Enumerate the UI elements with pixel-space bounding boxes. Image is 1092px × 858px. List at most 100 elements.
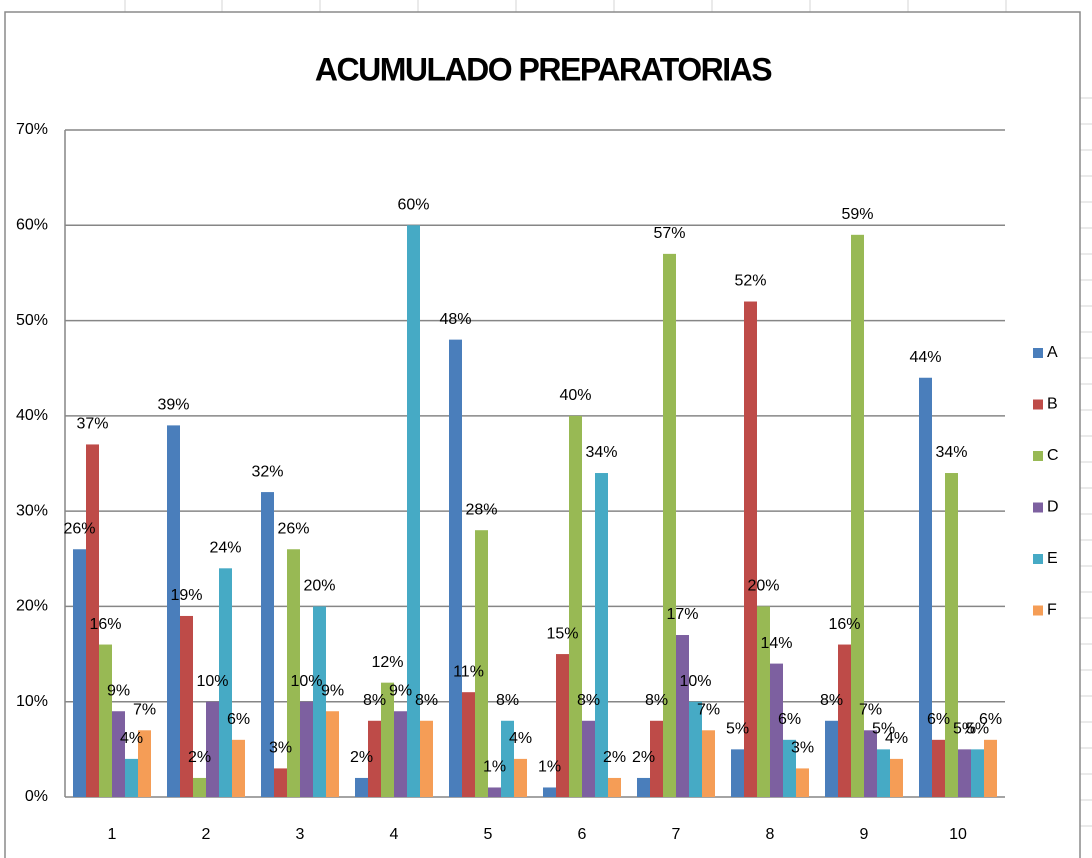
data-label: 10%	[196, 673, 228, 690]
legend-label: F	[1047, 602, 1057, 619]
x-tick-label: 1	[108, 826, 117, 843]
y-tick-label: 40%	[16, 407, 48, 424]
legend-swatch	[1033, 502, 1043, 513]
bar	[637, 777, 650, 797]
data-label: 60%	[397, 197, 429, 214]
data-label: 4%	[885, 730, 908, 747]
bar	[368, 720, 381, 797]
bar	[449, 339, 462, 797]
y-tick-label: 0%	[25, 788, 48, 805]
data-label: 20%	[303, 578, 335, 595]
bar	[420, 720, 433, 797]
bar	[300, 701, 313, 797]
bar	[287, 549, 300, 797]
data-label: 52%	[734, 273, 766, 290]
bar	[932, 739, 945, 797]
data-label: 5%	[966, 721, 989, 738]
data-label: 37%	[76, 416, 108, 433]
bar	[825, 720, 838, 797]
data-label: 9%	[389, 682, 412, 699]
legend-swatch	[1033, 348, 1043, 358]
sheet-grid	[124, 0, 1092, 827]
legend-label: E	[1047, 550, 1058, 567]
data-label: 28%	[465, 501, 497, 518]
data-label: 8%	[577, 692, 600, 709]
bar	[138, 730, 151, 797]
data-label: 6%	[927, 711, 950, 728]
data-label: 24%	[209, 540, 241, 557]
legend-swatch	[1033, 399, 1043, 410]
data-label: 8%	[820, 692, 843, 709]
legend-swatch	[1033, 451, 1043, 461]
data-label: 1%	[483, 759, 506, 776]
chart-frame	[4, 11, 1081, 858]
data-label: 5%	[726, 721, 749, 738]
data-label: 1%	[538, 759, 561, 776]
bar	[543, 787, 556, 797]
bar	[73, 549, 86, 797]
chart-title: ACUMULADO PREPARATORIAS	[315, 51, 772, 87]
data-label: 16%	[89, 616, 121, 633]
bar	[394, 711, 407, 797]
data-label: 15%	[546, 625, 578, 642]
data-label: 4%	[509, 730, 532, 747]
bar	[167, 425, 180, 797]
bar	[206, 701, 219, 797]
bar	[663, 253, 676, 797]
x-tick-label: 5	[484, 826, 493, 843]
bar	[689, 701, 702, 797]
data-label: 19%	[170, 587, 202, 604]
bar	[261, 492, 274, 797]
y-tick-label: 20%	[16, 598, 48, 615]
bar	[219, 568, 232, 797]
x-tick-label: 6	[578, 826, 587, 843]
y-tick-label: 30%	[16, 502, 48, 519]
bar	[595, 473, 608, 797]
x-tick-label: 2	[202, 826, 211, 843]
x-tick-label: 4	[390, 826, 399, 843]
bar	[569, 415, 582, 797]
data-label: 9%	[321, 682, 344, 699]
legend-swatch	[1033, 554, 1043, 564]
data-label: 26%	[63, 520, 95, 537]
x-tick-label: 7	[672, 826, 681, 843]
data-label: 2%	[350, 749, 373, 766]
data-label: 10%	[679, 673, 711, 690]
bar	[919, 377, 932, 797]
bar	[99, 644, 112, 797]
data-label: 8%	[415, 692, 438, 709]
bar	[381, 682, 394, 797]
data-label: 40%	[559, 387, 591, 404]
data-label: 3%	[791, 740, 814, 757]
data-label: 2%	[603, 749, 626, 766]
data-label: 7%	[697, 702, 720, 719]
bar	[514, 758, 527, 797]
bar	[125, 758, 138, 797]
data-label: 7%	[133, 702, 156, 719]
bar	[757, 606, 770, 797]
data-label: 4%	[120, 730, 143, 747]
legend-label: B	[1047, 396, 1058, 413]
x-tick-label: 3	[296, 826, 305, 843]
data-label: 5%	[953, 721, 976, 738]
bar	[407, 225, 420, 798]
data-label: 16%	[828, 616, 860, 633]
data-label: 8%	[496, 692, 519, 709]
x-tick-label: 10	[949, 826, 967, 843]
data-label: 9%	[107, 682, 130, 699]
data-label: 8%	[363, 692, 386, 709]
bar	[851, 234, 864, 798]
data-label: 20%	[747, 578, 779, 595]
bar	[274, 768, 287, 797]
data-label: 5%	[872, 721, 895, 738]
bar	[462, 692, 475, 797]
bar	[744, 301, 757, 797]
data-label: 2%	[632, 749, 655, 766]
bar	[971, 749, 984, 797]
y-tick-label: 50%	[16, 312, 48, 329]
data-label: 2%	[188, 749, 211, 766]
bar	[890, 758, 903, 797]
bar	[193, 777, 206, 797]
